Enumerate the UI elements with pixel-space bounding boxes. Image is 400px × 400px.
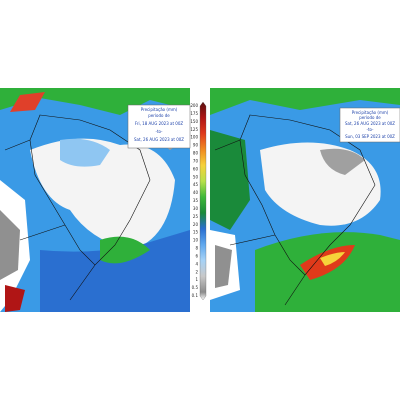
legend-start: Sat, 26 AUG 2023 at 00Z [345,121,395,126]
legend-title: Precipitação (mm) [352,110,389,115]
colorbar-label: 20 [193,222,199,227]
colorbar-label: 0.1 [192,293,199,298]
legend-end: Sat, 26 AUG 2023 at 00Z [134,137,184,142]
colorbar-label: 125 [190,127,198,132]
colorbar-label: 8 [195,246,198,251]
colorbar-label: 70 [193,158,199,163]
colorbar-label: 4 [195,261,198,266]
legend-separator: -to- [156,129,164,134]
legend-title: Precipitação (mm) [141,107,178,112]
colorbar-label: 10 [193,238,199,243]
colorbar-label: 200 [190,103,198,108]
colorbar-label: 60 [193,166,199,171]
colorbar-label: 6 [195,253,198,258]
colorbar-label: 40 [193,190,199,195]
colorbar-label: 15 [193,230,199,235]
colorbar-label: 35 [193,198,199,203]
colorbar-label: 1 [195,277,198,282]
legend-subtitle: período de [148,113,170,118]
colorbar-label: 0.5 [192,285,199,290]
colorbar-label: 45 [193,182,199,187]
colorbar-label: 2 [195,269,198,274]
colorbar-label: 80 [193,151,199,156]
colorbar-label: 25 [193,214,199,219]
colorbar-label: 90 [193,143,199,148]
colorbar-label: 150 [190,119,198,124]
legend-subtitle: período de [359,115,381,120]
legend-end: Sun, 03 SEP 2023 at 00Z [345,134,395,139]
colorbar: 200 175 150 125 100 90 80 70 60 50 45 40 35 30 25 20 15 1… [190,101,207,301]
legend-start: Fri, 18 AUG 2023 at 00Z [135,121,184,126]
legend-box-left: Precipitação (mm) período de Fri, 18 AUG… [127,104,191,149]
colorbar-label: 100 [190,135,198,140]
colorbar-label: 50 [193,174,199,179]
colorbar-label: 30 [193,206,199,211]
colorbar-label: 175 [190,111,198,116]
legend-separator: -to- [367,127,375,132]
legend-box-right: Precipitação (mm) período de Sat, 26 AUG… [339,107,400,143]
colorbar-scale [199,101,207,301]
